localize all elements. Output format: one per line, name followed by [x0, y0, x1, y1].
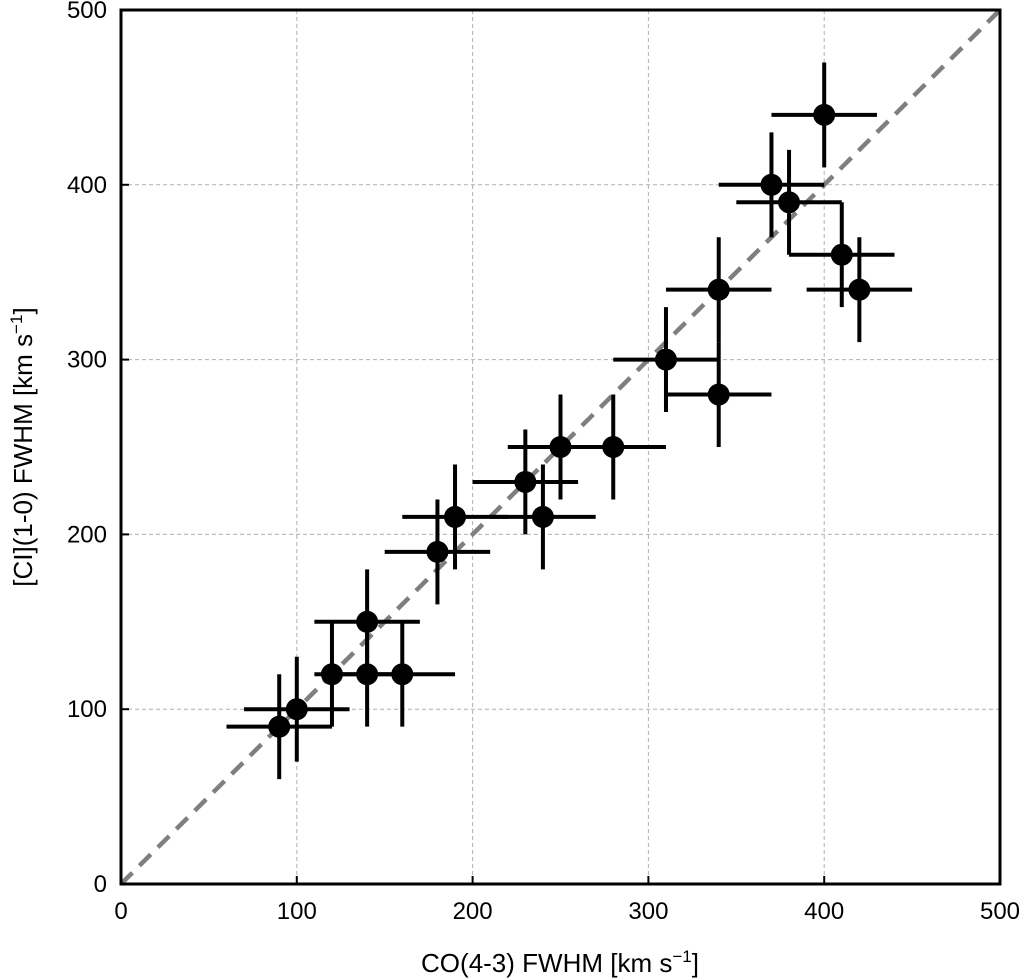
plot-frame	[119, 8, 1002, 886]
data-point	[654, 348, 677, 371]
data-point	[356, 610, 379, 633]
data-point	[760, 173, 783, 196]
data-point	[707, 278, 730, 301]
data-points	[268, 103, 871, 738]
y-tick-label: 300	[67, 347, 107, 374]
data-point	[549, 436, 572, 458]
data-point	[268, 715, 291, 738]
axis-ticks	[120, 9, 1001, 885]
data-point	[778, 191, 801, 214]
data-point	[285, 698, 308, 721]
x-tick-label: 0	[114, 898, 127, 925]
x-tick-label: 500	[980, 898, 1020, 925]
y-tick-label: 0	[94, 871, 107, 898]
x-axis-label: CO(4-3) FWHM [km s−1]	[421, 947, 699, 978]
x-tick-label: 100	[277, 898, 317, 925]
x-tick-label: 400	[804, 898, 844, 925]
data-point	[320, 663, 343, 686]
data-point	[444, 505, 467, 528]
y-tick-label: 100	[67, 696, 107, 723]
data-point	[426, 540, 449, 563]
x-tick-label: 200	[453, 898, 493, 925]
data-point	[707, 383, 730, 406]
data-point	[848, 278, 871, 301]
x-tick-label: 300	[628, 898, 668, 925]
y-tick-label: 500	[67, 0, 107, 24]
y-tick-label: 200	[67, 521, 107, 548]
tick-labels: 0 100 200 300 400 500 0 100 200 300 400 500	[67, 0, 1020, 925]
data-point	[391, 663, 414, 686]
data-point	[813, 103, 836, 126]
data-point	[514, 470, 537, 493]
data-point	[830, 243, 853, 266]
data-point	[602, 436, 625, 458]
y-axis-label: [CI](1-0) FWHM [km s−1]	[7, 307, 38, 586]
y-tick-label: 400	[67, 172, 107, 199]
data-point	[531, 505, 554, 528]
data-point	[356, 663, 379, 686]
